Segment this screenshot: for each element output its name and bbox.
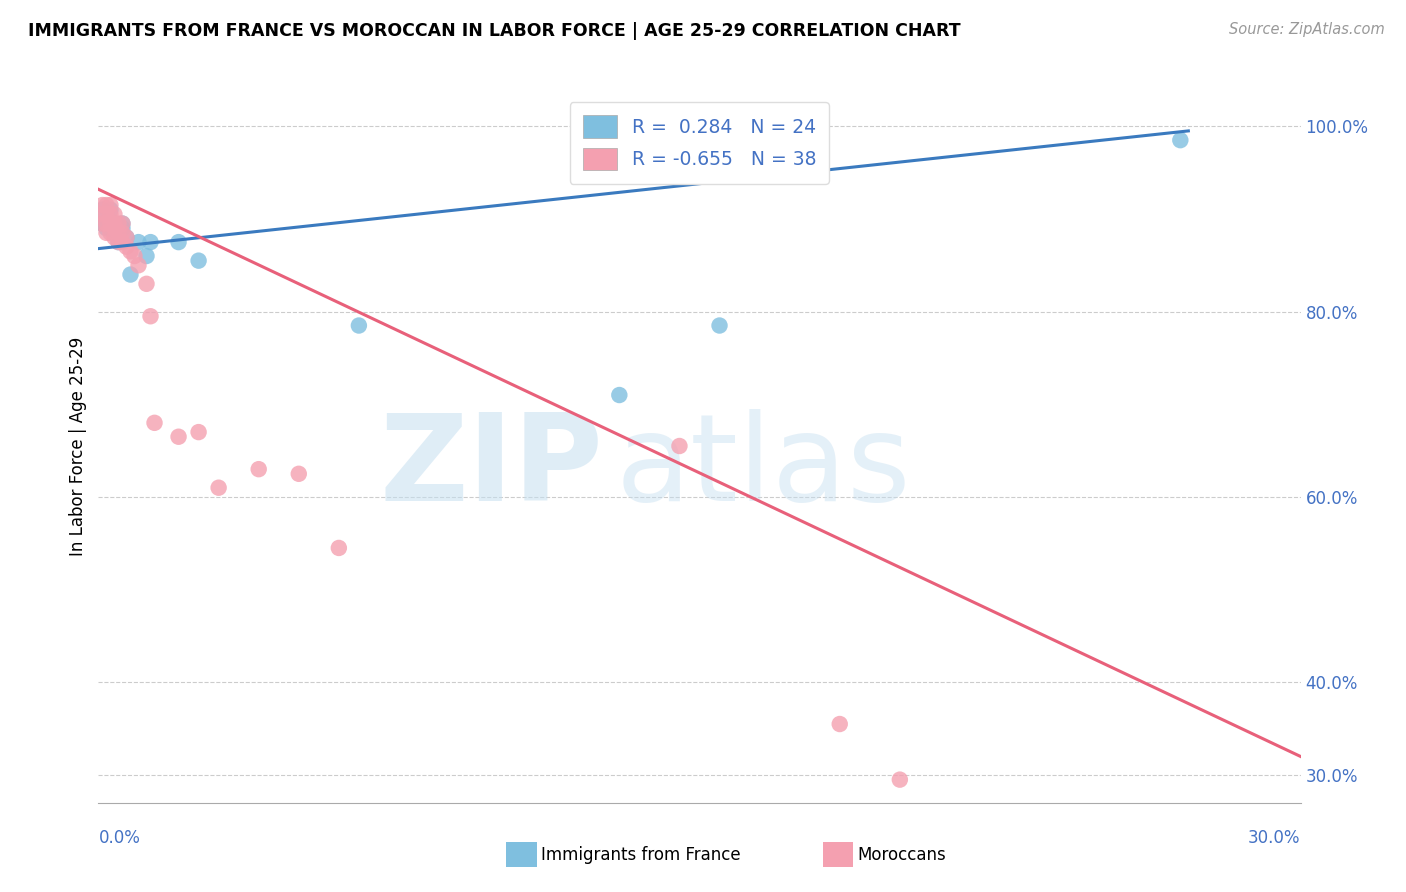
Point	[96, 217, 118, 231]
Legend: R =  0.284   N = 24, R = -0.655   N = 38: R = 0.284 N = 24, R = -0.655 N = 38	[569, 103, 830, 184]
Point	[128, 258, 150, 272]
Point	[103, 217, 125, 231]
Point	[107, 221, 129, 235]
Point	[107, 235, 129, 249]
Point	[91, 198, 114, 212]
Point	[111, 235, 134, 249]
Point	[100, 202, 122, 217]
Point	[111, 217, 134, 231]
Point	[100, 221, 122, 235]
Point	[107, 235, 129, 249]
Point	[139, 310, 162, 324]
Point	[96, 226, 118, 240]
Point	[135, 277, 157, 291]
Text: atlas: atlas	[616, 409, 911, 526]
Point	[139, 235, 162, 249]
Point	[143, 416, 166, 430]
Text: Immigrants from France: Immigrants from France	[541, 846, 741, 863]
Y-axis label: In Labor Force | Age 25-29: In Labor Force | Age 25-29	[69, 336, 87, 556]
Point	[328, 541, 350, 555]
Point	[208, 481, 231, 495]
Point	[96, 198, 118, 212]
Point	[91, 217, 114, 231]
Point	[103, 226, 125, 240]
Point	[167, 430, 190, 444]
Point	[111, 226, 134, 240]
Point	[100, 226, 122, 240]
Point	[128, 235, 150, 249]
Point	[91, 217, 114, 231]
Point	[111, 221, 134, 235]
Text: Source: ZipAtlas.com: Source: ZipAtlas.com	[1229, 22, 1385, 37]
Text: 30.0%: 30.0%	[1249, 829, 1301, 847]
Point	[100, 207, 122, 221]
Point	[120, 244, 142, 259]
Point	[103, 207, 125, 221]
Point	[135, 249, 157, 263]
Point	[709, 318, 731, 333]
Point	[347, 318, 370, 333]
Point	[668, 439, 690, 453]
Point	[100, 198, 122, 212]
Point	[115, 240, 138, 254]
Point	[91, 202, 114, 217]
Point	[288, 467, 311, 481]
Point	[107, 217, 129, 231]
Point	[111, 217, 134, 231]
Point	[120, 268, 142, 282]
Point	[167, 235, 190, 249]
Point	[889, 772, 911, 787]
Point	[103, 230, 125, 244]
Point	[91, 207, 114, 221]
Point	[103, 217, 125, 231]
Point	[96, 221, 118, 235]
Point	[828, 717, 851, 731]
Point	[1170, 133, 1192, 147]
Point	[247, 462, 270, 476]
Text: 0.0%: 0.0%	[98, 829, 141, 847]
Text: IMMIGRANTS FROM FRANCE VS MOROCCAN IN LABOR FORCE | AGE 25-29 CORRELATION CHART: IMMIGRANTS FROM FRANCE VS MOROCCAN IN LA…	[28, 22, 960, 40]
Text: Moroccans: Moroccans	[858, 846, 946, 863]
Point	[609, 388, 631, 402]
Point	[100, 217, 122, 231]
Point	[187, 425, 209, 439]
Point	[124, 249, 146, 263]
Point	[187, 253, 209, 268]
Point	[103, 221, 125, 235]
Point	[96, 207, 118, 221]
Point	[100, 217, 122, 231]
Point	[115, 230, 138, 244]
Point	[96, 217, 118, 231]
Text: ZIP: ZIP	[380, 409, 603, 526]
Point	[107, 226, 129, 240]
Point	[115, 230, 138, 244]
